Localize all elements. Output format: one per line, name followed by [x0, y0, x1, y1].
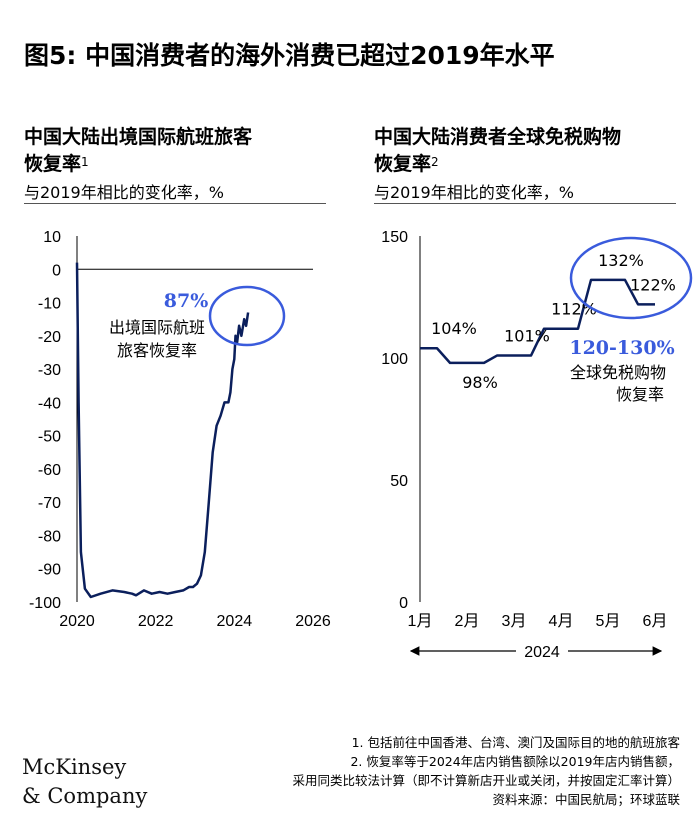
left-y-tick-label-11: -100	[29, 595, 61, 612]
left-annotation-label-line2: 旅客恢复率	[117, 341, 197, 360]
right-data-label-4: 132%	[598, 251, 644, 270]
mckinsey-logo: McKinsey & Company	[22, 753, 147, 811]
right-annotation-label-line1: 全球免税购物	[570, 363, 666, 382]
right-annotation-label-line2: 恢复率	[616, 385, 664, 404]
right-chart: 150 100 50 0 1月 2月 3月 4月 5月 6月 104% 98% 101%112% 13…	[381, 229, 693, 661]
right-x-tick-label-2: 3月	[502, 613, 527, 630]
left-y-tick-labels: 10 0 -10 -20 -30 -40 -50 -60 -70 -80 -90 -100	[29, 229, 61, 612]
right-y-tick-label-2: 50	[390, 473, 408, 490]
page-title: 图5: 中国消费者的海外消费已超过2019年水平	[24, 41, 555, 70]
right-x-tick-label-3: 4月	[549, 613, 574, 630]
left-annotation-label-line1: 出境国际航班	[109, 318, 205, 337]
right-x-tick-labels: 1月 2月 3月 4月 5月 6月	[408, 613, 668, 630]
right-data-label-1: 98%	[462, 373, 498, 392]
left-y-tick-label-9: -80	[38, 528, 61, 545]
left-y-tick-label-7: -60	[38, 462, 61, 479]
right-chart-divider	[374, 203, 676, 204]
right-x-tick-label-0: 1月	[408, 613, 433, 630]
right-y-tick-label-0: 150	[381, 229, 408, 246]
right-chart-subtitle: 与2019年相比的变化率，%	[374, 183, 574, 202]
left-chart-divider	[24, 203, 326, 204]
right-series-segments	[420, 278, 655, 365]
right-x-tick-label-4: 5月	[596, 613, 621, 630]
left-x-tick-labels: 2020 2022 2024 2026	[59, 613, 331, 630]
left-y-tick-label-6: -50	[38, 429, 61, 446]
year-label-background	[516, 641, 568, 661]
left-chart-footnote-mark: 1	[81, 155, 89, 169]
footnote-2: 2. 恢复率等于2024年店内销售额除以2019年店内销售额，	[350, 754, 680, 769]
year-label: 2024	[524, 644, 560, 661]
right-data-label-5: 122%	[630, 275, 676, 294]
left-y-tick-label-10: -90	[38, 562, 61, 579]
logo-line2: & Company	[22, 784, 148, 808]
left-x-tick-label-1: 2022	[138, 613, 174, 630]
right-y-tick-labels: 150 100 50 0	[381, 229, 408, 612]
right-data-label-0: 104%	[431, 319, 477, 338]
right-chart-title: 中国大陆消费者全球免税购物 恢复率2	[374, 124, 621, 178]
left-y-tick-label-5: -40	[38, 395, 61, 412]
right-annotation-value: 120-130%	[569, 337, 674, 359]
right-data-label-2: 101%	[504, 327, 550, 346]
left-chart-title: 中国大陆出境国际航班旅客 恢复率1	[24, 124, 252, 178]
left-y-tick-label-8: -70	[38, 495, 61, 512]
left-y-tick-label-3: -20	[38, 329, 61, 346]
right-data-labels: 104% 98% 101%112% 132% 122%	[431, 251, 676, 392]
left-x-tick-label-2: 2024	[217, 613, 253, 630]
right-x-tick-label-5: 6月	[643, 613, 668, 630]
left-series-line	[75, 262, 250, 599]
left-y-tick-label-2: -10	[38, 296, 61, 313]
left-y-tick-label-0: 10	[43, 229, 61, 246]
right-highlight-circle	[569, 236, 693, 320]
left-x-tick-label-3: 2026	[295, 613, 331, 630]
right-y-tick-label-3: 0	[399, 595, 408, 612]
right-x-tick-label-1: 2月	[455, 613, 480, 630]
left-chart: 100-10-20-30-40-50-60-70-80-90-100 2020 2…	[29, 229, 331, 630]
right-chart-title-line1: 中国大陆消费者全球免税购物	[374, 126, 622, 148]
left-y-tick-label-4: -30	[38, 362, 61, 379]
left-annotation-value: 87%	[164, 290, 209, 312]
footnotes: 1. 包括前往中国香港、台湾、澳门及国际目的地的航班旅客 2. 恢复率等于202…	[292, 733, 680, 809]
right-data-label-3: 112%	[551, 300, 597, 319]
right-y-tick-label-1: 100	[381, 351, 408, 368]
footnote-2-continued: 采用同类比较法计算（即不计算新店开业或关闭，并按固定汇率计算）	[292, 773, 680, 788]
right-chart-title-line2: 恢复率	[374, 153, 432, 175]
right-chart-footnote-mark: 2	[431, 155, 439, 169]
left-chart-title-line1: 中国大陆出境国际航班旅客	[24, 126, 253, 148]
right-series-line	[420, 278, 655, 365]
left-chart-subtitle: 与2019年相比的变化率，%	[24, 183, 224, 202]
left-x-tick-label-0: 2020	[59, 613, 95, 630]
left-chart-title-line2: 恢复率	[24, 153, 82, 175]
left-highlight-circle	[208, 285, 286, 347]
logo-line1: McKinsey	[22, 755, 127, 779]
left-y-tick-label-1: 0	[52, 262, 61, 279]
footnote-1: 1. 包括前往中国香港、台湾、澳门及国际目的地的航班旅客	[351, 735, 680, 750]
source-note: 资料来源：中国民航局；环球蓝联	[492, 792, 680, 807]
